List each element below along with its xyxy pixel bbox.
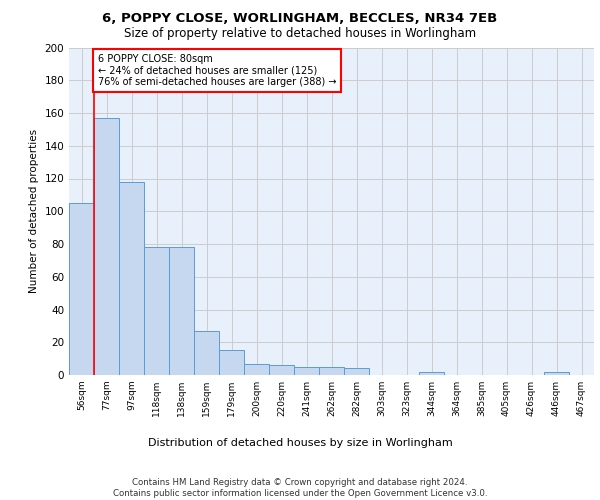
Bar [119,182,144,375]
Bar [294,367,319,375]
Y-axis label: Number of detached properties: Number of detached properties [29,129,39,294]
Bar [194,331,219,375]
Bar [269,365,294,375]
Text: 6 POPPY CLOSE: 80sqm
← 24% of detached houses are smaller (125)
76% of semi-deta: 6 POPPY CLOSE: 80sqm ← 24% of detached h… [98,54,336,87]
Bar [144,248,169,375]
Bar [419,372,444,375]
Bar [344,368,369,375]
Bar [544,372,569,375]
Bar [319,367,344,375]
Bar [244,364,269,375]
Bar [69,203,94,375]
Text: 6, POPPY CLOSE, WORLINGHAM, BECCLES, NR34 7EB: 6, POPPY CLOSE, WORLINGHAM, BECCLES, NR3… [103,12,497,26]
Text: Distribution of detached houses by size in Worlingham: Distribution of detached houses by size … [148,438,452,448]
Text: Size of property relative to detached houses in Worlingham: Size of property relative to detached ho… [124,28,476,40]
Text: Contains HM Land Registry data © Crown copyright and database right 2024.
Contai: Contains HM Land Registry data © Crown c… [113,478,487,498]
Bar [219,350,244,375]
Bar [169,248,194,375]
Bar [94,118,119,375]
